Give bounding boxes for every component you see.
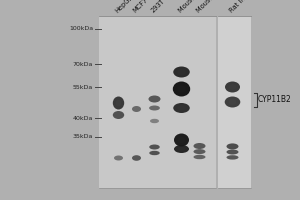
- Ellipse shape: [225, 82, 240, 92]
- Text: MCF7: MCF7: [132, 0, 149, 14]
- Ellipse shape: [116, 100, 121, 106]
- Text: HepG2: HepG2: [114, 0, 134, 14]
- Ellipse shape: [226, 155, 238, 160]
- Ellipse shape: [194, 149, 206, 154]
- Ellipse shape: [194, 155, 206, 159]
- Ellipse shape: [177, 85, 186, 93]
- Text: Mouse brain: Mouse brain: [177, 0, 210, 14]
- Ellipse shape: [113, 97, 124, 110]
- Ellipse shape: [132, 106, 141, 112]
- Ellipse shape: [226, 150, 238, 154]
- Ellipse shape: [178, 147, 185, 151]
- Text: Mouse liver: Mouse liver: [195, 0, 226, 14]
- Ellipse shape: [148, 96, 160, 102]
- Text: 70kDa: 70kDa: [73, 62, 93, 66]
- Bar: [99, 16, 216, 188]
- Ellipse shape: [173, 81, 190, 96]
- Ellipse shape: [149, 106, 160, 110]
- Ellipse shape: [132, 155, 141, 161]
- Ellipse shape: [229, 84, 236, 90]
- Ellipse shape: [177, 106, 186, 110]
- Ellipse shape: [114, 156, 123, 160]
- Ellipse shape: [174, 134, 189, 146]
- Text: 55kDa: 55kDa: [73, 85, 93, 90]
- Text: 35kDa: 35kDa: [73, 134, 93, 140]
- Text: CYP11B2: CYP11B2: [258, 96, 292, 104]
- Ellipse shape: [173, 66, 190, 77]
- Ellipse shape: [194, 143, 206, 149]
- Ellipse shape: [226, 143, 238, 149]
- Ellipse shape: [177, 69, 186, 75]
- Ellipse shape: [149, 151, 160, 155]
- Ellipse shape: [150, 119, 159, 123]
- Ellipse shape: [178, 137, 185, 143]
- Ellipse shape: [149, 144, 160, 150]
- Ellipse shape: [174, 145, 189, 153]
- Text: 40kDa: 40kDa: [73, 116, 93, 120]
- Bar: [218, 16, 250, 188]
- Ellipse shape: [229, 99, 236, 105]
- Ellipse shape: [173, 103, 190, 113]
- Ellipse shape: [225, 97, 240, 108]
- Text: 293T: 293T: [150, 0, 166, 14]
- Text: 100kDa: 100kDa: [69, 26, 93, 31]
- Text: Rat liver: Rat liver: [228, 0, 252, 14]
- Ellipse shape: [113, 111, 124, 119]
